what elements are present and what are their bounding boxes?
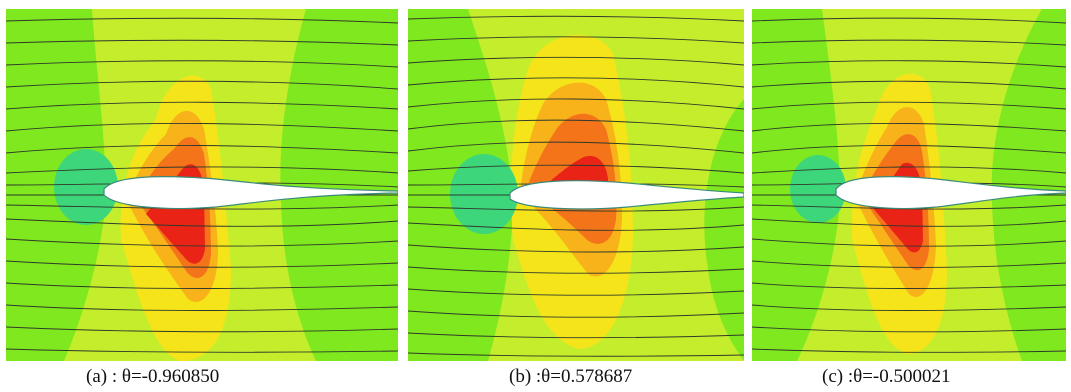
caption-b: (b) :θ=0.578687 <box>509 366 633 387</box>
flow-field-panel-a <box>6 9 398 361</box>
flow-field-panel-b <box>408 9 744 361</box>
contour-plot-a <box>6 9 398 361</box>
airfoil-shape <box>103 176 398 210</box>
streamlines <box>408 15 744 357</box>
stagnation-zone <box>450 154 518 234</box>
contour-plot-c <box>752 9 1066 361</box>
caption-c: (c) :θ=-0.500021 <box>822 366 951 387</box>
caption-a: (a) : θ=-0.960850 <box>86 366 220 387</box>
contour-plot-b <box>408 9 744 361</box>
streamlines <box>6 17 398 353</box>
airfoil-shape <box>835 176 1066 210</box>
airfoil-shape <box>509 180 744 210</box>
flow-field-panel-c <box>752 9 1066 361</box>
